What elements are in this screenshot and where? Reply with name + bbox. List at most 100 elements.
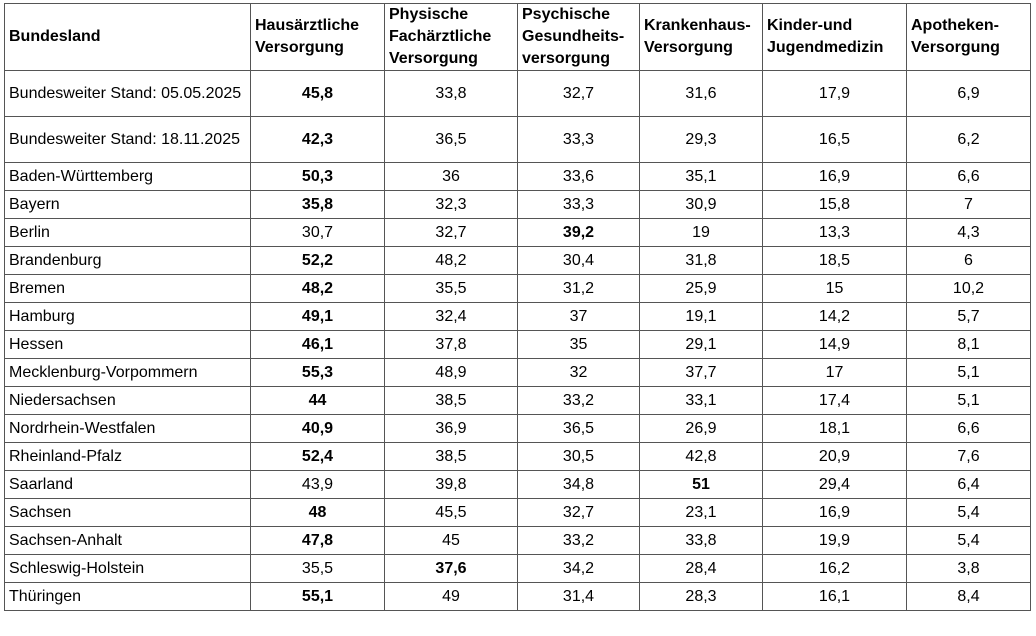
value-cell: 37,8 [384,330,518,359]
row-bundesland: Niedersachsen [4,386,251,415]
value-cell: 35,5 [384,274,518,303]
value-cell: 30,4 [517,246,640,275]
value-cell: 36,9 [384,414,518,443]
value-cell: 15,8 [762,190,907,219]
row-bundesland: Sachsen [4,498,251,527]
value-cell: 15 [762,274,907,303]
header-fachaerztlich: Physische Fachärztliche Versorgung [384,3,518,71]
value-cell: 48,9 [384,358,518,387]
value-cell: 33,3 [517,116,640,163]
value-cell: 42,8 [639,442,763,471]
row-bundesland: Nordrhein-Westfalen [4,414,251,443]
row-bundesland: Thüringen [4,582,251,611]
value-cell: 5,4 [906,526,1031,555]
row-bundesland: Berlin [4,218,251,247]
value-cell: 8,4 [906,582,1031,611]
value-cell: 6,6 [906,162,1031,191]
value-cell: 36,5 [384,116,518,163]
value-cell: 48 [250,498,385,527]
value-cell: 32,7 [384,218,518,247]
value-cell: 32,7 [517,498,640,527]
value-cell: 46,1 [250,330,385,359]
value-cell: 55,3 [250,358,385,387]
row-bundesland: Schleswig-Holstein [4,554,251,583]
row-bundesland: Hamburg [4,302,251,331]
row-bundesland: Saarland [4,470,251,499]
value-cell: 4,3 [906,218,1031,247]
value-cell: 10,2 [906,274,1031,303]
table-row: Thüringen 55,1 49 31,4 28,3 16,1 8,4 [4,582,1031,611]
table-row: Sachsen-Anhalt 47,8 45 33,2 33,8 19,9 5,4 [4,526,1031,555]
table-row: Bayern 35,8 32,3 33,3 30,9 15,8 7 [4,190,1031,219]
value-cell: 31,4 [517,582,640,611]
value-cell: 5,4 [906,498,1031,527]
value-cell: 37,7 [639,358,763,387]
row-bundesland: Bayern [4,190,251,219]
table-row: Niedersachsen 44 38,5 33,2 33,1 17,4 5,1 [4,386,1031,415]
table-row: Schleswig-Holstein 35,5 37,6 34,2 28,4 16,2 3,… [4,554,1031,583]
value-cell: 52,4 [250,442,385,471]
value-cell: 26,9 [639,414,763,443]
value-cell: 31,2 [517,274,640,303]
value-cell: 6,9 [906,70,1031,117]
value-cell: 49,1 [250,302,385,331]
value-cell: 48,2 [250,274,385,303]
header-row: Bundesland Hausärztliche Versorgung Phys… [4,3,1031,71]
value-cell: 17,9 [762,70,907,117]
value-cell: 5,1 [906,386,1031,415]
value-cell: 16,2 [762,554,907,583]
value-cell: 6 [906,246,1031,275]
value-cell: 8,1 [906,330,1031,359]
value-cell: 19,1 [639,302,763,331]
value-cell: 34,8 [517,470,640,499]
row-bundesland: Hessen [4,330,251,359]
value-cell: 43,9 [250,470,385,499]
value-cell: 35,1 [639,162,763,191]
value-cell: 50,3 [250,162,385,191]
value-cell: 32 [517,358,640,387]
value-cell: 37,6 [384,554,518,583]
value-cell: 44 [250,386,385,415]
value-cell: 35 [517,330,640,359]
data-table: Bundesland Hausärztliche Versorgung Phys… [4,3,1031,611]
value-cell: 13,3 [762,218,907,247]
table-row: Nordrhein-Westfalen 40,9 36,9 36,5 26,9 18,1 6… [4,414,1031,443]
value-cell: 16,9 [762,498,907,527]
value-cell: 32,3 [384,190,518,219]
value-cell: 45,5 [384,498,518,527]
value-cell: 33,3 [517,190,640,219]
value-cell: 38,5 [384,386,518,415]
value-cell: 33,1 [639,386,763,415]
value-cell: 20,9 [762,442,907,471]
value-cell: 42,3 [250,116,385,163]
value-cell: 55,1 [250,582,385,611]
value-cell: 33,8 [384,70,518,117]
table-row: Baden-Württemberg 50,3 36 33,6 35,1 16,9 6,6 [4,162,1031,191]
value-cell: 40,9 [250,414,385,443]
value-cell: 17,4 [762,386,907,415]
value-cell: 30,9 [639,190,763,219]
header-bundesland: Bundesland [4,3,251,71]
value-cell: 28,3 [639,582,763,611]
table-body: Bundesweiter Stand: 05.05.2025 45,8 33,8 32… [4,70,1031,611]
value-cell: 35,5 [250,554,385,583]
value-cell: 19,9 [762,526,907,555]
value-cell: 39,8 [384,470,518,499]
value-cell: 30,7 [250,218,385,247]
row-bundesland: Mecklenburg-Vorpommern [4,358,251,387]
table-row: Hessen 46,1 37,8 35 29,1 14,9 8,1 [4,330,1031,359]
table-row: Bundesweiter Stand: 18.11.2025 42,3 36,5 33… [4,116,1031,163]
value-cell: 33,8 [639,526,763,555]
value-cell: 17 [762,358,907,387]
row-bundesland: Bundesweiter Stand: 18.11.2025 [4,116,251,163]
value-cell: 19 [639,218,763,247]
value-cell: 31,8 [639,246,763,275]
row-bundesland: Bundesweiter Stand: 05.05.2025 [4,70,251,117]
header-apotheken: Apotheken-Versorgung [906,3,1031,71]
value-cell: 6,6 [906,414,1031,443]
value-cell: 23,1 [639,498,763,527]
value-cell: 30,5 [517,442,640,471]
value-cell: 6,2 [906,116,1031,163]
value-cell: 36,5 [517,414,640,443]
value-cell: 6,4 [906,470,1031,499]
